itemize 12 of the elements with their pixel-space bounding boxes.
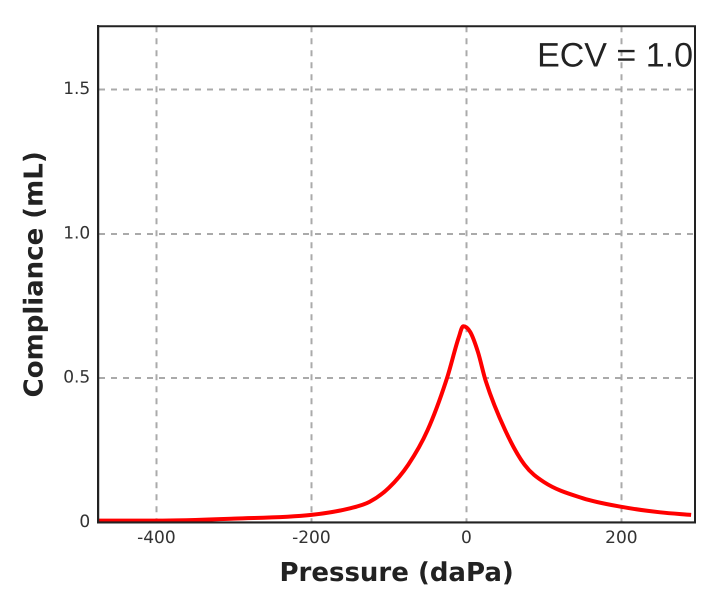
x-tick-label: -400: [137, 528, 176, 548]
y-tick-label: 0.5: [63, 368, 90, 388]
x-tick-label: 200: [605, 528, 638, 548]
y-tick-label: 1.5: [63, 79, 90, 100]
y-axis-title: Compliance (mL): [19, 151, 50, 398]
annotation: ECV = 1.0: [537, 36, 693, 75]
x-axis-title: Pressure (daPa): [279, 558, 514, 588]
line-series: [98, 324, 694, 522]
x-tick-label: -200: [292, 528, 331, 548]
y-tick-label: 1.0: [63, 223, 90, 244]
x-tick-label: 0: [460, 528, 472, 548]
y-tick-label: 0: [79, 512, 90, 532]
